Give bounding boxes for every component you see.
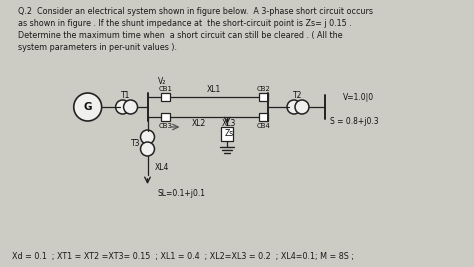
Text: SL=0.1+j0.1: SL=0.1+j0.1 bbox=[157, 189, 205, 198]
Text: T2: T2 bbox=[293, 92, 303, 100]
Bar bbox=[259, 93, 268, 101]
Text: Determine the maximum time when  a short circuit can still be cleared . ( All th: Determine the maximum time when a short … bbox=[18, 31, 343, 40]
Circle shape bbox=[140, 130, 155, 144]
Text: CB2: CB2 bbox=[256, 86, 271, 92]
Text: system parameters in per-unit values ).: system parameters in per-unit values ). bbox=[18, 43, 177, 52]
Text: S = 0.8+j0.3: S = 0.8+j0.3 bbox=[330, 116, 379, 125]
Text: XL3: XL3 bbox=[222, 120, 237, 128]
Text: as shown in figure . If the shunt impedance at  the short-circuit point is Zs= j: as shown in figure . If the shunt impeda… bbox=[18, 19, 352, 28]
Bar bbox=[259, 113, 268, 121]
Text: G: G bbox=[83, 102, 92, 112]
Text: CB1: CB1 bbox=[159, 86, 173, 92]
Circle shape bbox=[140, 142, 155, 156]
Text: V=1.0|0: V=1.0|0 bbox=[343, 92, 374, 101]
Text: T3: T3 bbox=[131, 139, 140, 147]
Circle shape bbox=[116, 100, 129, 114]
Circle shape bbox=[295, 100, 309, 114]
Text: XL2: XL2 bbox=[192, 120, 207, 128]
Text: V₂: V₂ bbox=[158, 77, 167, 85]
Bar bbox=[162, 93, 171, 101]
Bar bbox=[221, 127, 233, 141]
Text: Xd = 0.1  ; XT1 = XT2 =XT3= 0.15  ; XL1 = 0.4  ; XL2=XL3 = 0.2  ; XL4=0.1; M = 8: Xd = 0.1 ; XT1 = XT2 =XT3= 0.15 ; XL1 = … bbox=[12, 252, 354, 261]
Text: T1: T1 bbox=[121, 92, 130, 100]
Text: Q.2  Consider an electrical system shown in figure below.  A 3-phase short circu: Q.2 Consider an electrical system shown … bbox=[18, 7, 373, 16]
Circle shape bbox=[124, 100, 137, 114]
Text: CB4: CB4 bbox=[256, 123, 271, 129]
Circle shape bbox=[287, 100, 301, 114]
Text: XL4: XL4 bbox=[155, 163, 170, 171]
Circle shape bbox=[74, 93, 101, 121]
Text: XL1: XL1 bbox=[207, 85, 221, 95]
Text: CB3: CB3 bbox=[159, 123, 173, 129]
Text: Zs: Zs bbox=[225, 129, 234, 139]
Bar bbox=[162, 113, 171, 121]
